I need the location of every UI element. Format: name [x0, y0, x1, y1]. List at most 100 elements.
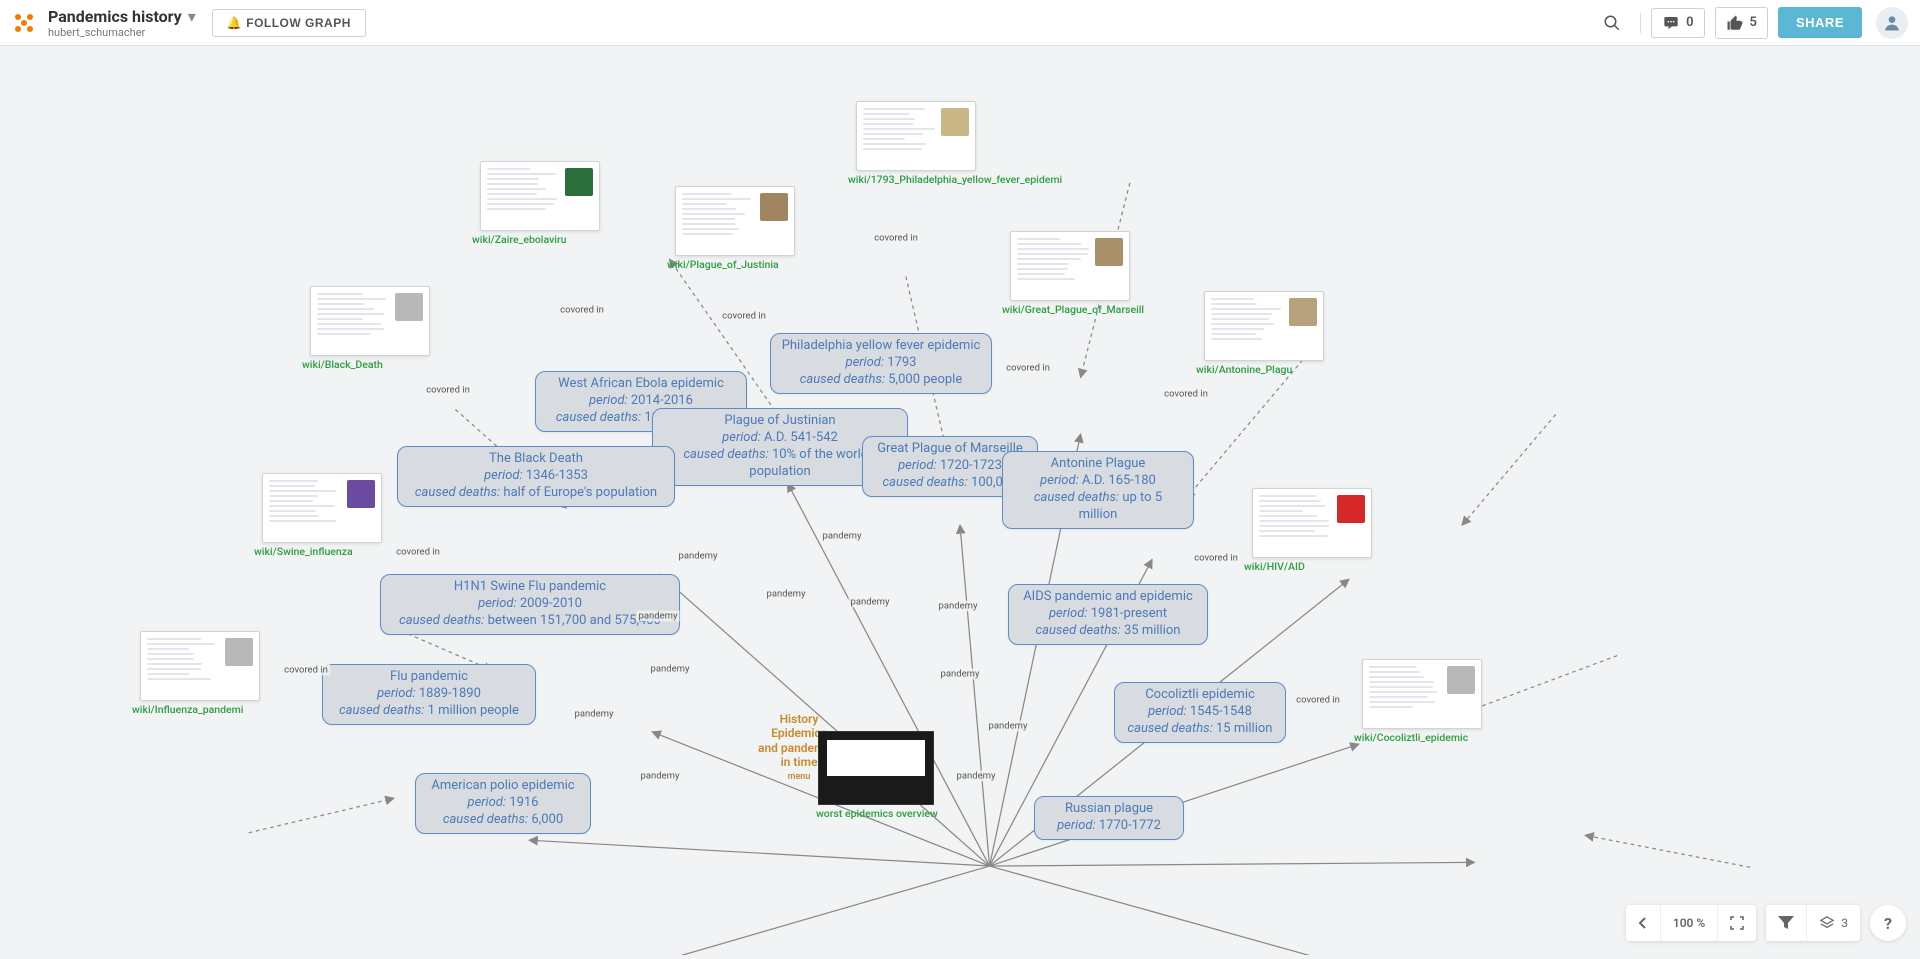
- wiki-thumb: [941, 108, 969, 136]
- top-actions: 0 5 SHARE: [1594, 5, 1908, 41]
- filter-button[interactable]: [1766, 905, 1807, 941]
- wiki-label[interactable]: wiki/Great_Plague_of_Marseill: [1002, 303, 1144, 316]
- node-title: American polio epidemic: [426, 778, 580, 795]
- info-node-flu1889[interactable]: Flu pandemicperiod: 1889-1890caused deat…: [322, 664, 536, 725]
- search-button[interactable]: [1594, 5, 1630, 41]
- wiki-thumb: [225, 638, 253, 666]
- comments-button[interactable]: 0: [1651, 8, 1704, 38]
- node-deaths: caused deaths: up to 5 million: [1013, 490, 1183, 524]
- author-name[interactable]: hubert_schumacher: [48, 26, 196, 39]
- comment-icon: [1662, 15, 1680, 31]
- layers-icon: [1819, 916, 1835, 930]
- node-title: Flu pandemic: [333, 669, 525, 686]
- filter-icon: [1778, 916, 1794, 930]
- wiki-thumb: [347, 480, 375, 508]
- follow-label: FOLLOW GRAPH: [246, 16, 351, 30]
- wiki-card[interactable]: [1010, 231, 1130, 301]
- node-title: Antonine Plague: [1013, 456, 1183, 473]
- node-period: period: A.D. 165-180: [1013, 473, 1183, 490]
- follow-graph-button[interactable]: 🔔 FOLLOW GRAPH: [212, 9, 366, 37]
- wiki-label[interactable]: wiki/1793_Philadelphia_yellow_fever_epid…: [848, 173, 1062, 186]
- title-block: Pandemics history ▾ hubert_schumacher: [48, 7, 196, 39]
- wiki-card[interactable]: [262, 473, 382, 543]
- app-logo-icon: [12, 11, 36, 35]
- wiki-label[interactable]: wiki/Influenza_pandemi: [132, 703, 243, 716]
- node-period: period: 1346-1353: [408, 468, 664, 485]
- info-node-cocoliztli[interactable]: Cocoliztli epidemicperiod: 1545-1548caus…: [1114, 682, 1286, 743]
- edge-label-pandemy: pandemy: [765, 589, 808, 600]
- edge-label-covered: covored in: [394, 547, 442, 558]
- node-title: Russian plague: [1045, 801, 1173, 818]
- edge-label-pandemy: pandemy: [573, 709, 616, 720]
- wiki-label[interactable]: wiki/HIV/AID: [1244, 560, 1305, 573]
- science-overview-card[interactable]: [818, 731, 934, 805]
- bell-icon: 🔔: [227, 16, 242, 30]
- edge-label-pandemy: pandemy: [821, 531, 864, 542]
- edge-label-covered: covored in: [1294, 695, 1342, 706]
- zoom-value[interactable]: 100 %: [1661, 905, 1718, 941]
- divider: [1640, 13, 1641, 33]
- wiki-label[interactable]: wiki/Plague_of_Justinia: [667, 258, 779, 271]
- wiki-thumb: [1095, 238, 1123, 266]
- wiki-card[interactable]: [1252, 488, 1372, 558]
- edge-label-covered: covored in: [558, 305, 606, 316]
- layers-button[interactable]: 3: [1807, 905, 1860, 941]
- node-period: period: 1770-1772: [1045, 818, 1173, 835]
- edge-label-pandemy: pandemy: [955, 771, 998, 782]
- fullscreen-button[interactable]: [1718, 905, 1756, 941]
- info-node-blackdeath[interactable]: The Black Deathperiod: 1346-1353caused d…: [397, 446, 675, 507]
- zoom-prev-button[interactable]: [1626, 905, 1661, 941]
- wiki-label[interactable]: wiki/Zaire_ebolaviru: [472, 233, 567, 246]
- wiki-card[interactable]: [1362, 659, 1482, 729]
- node-title: AIDS pandemic and epidemic: [1019, 589, 1197, 606]
- info-node-philly[interactable]: Philadelphia yellow fever epidemicperiod…: [770, 333, 992, 394]
- wiki-card[interactable]: [1204, 291, 1324, 361]
- info-node-russian[interactable]: Russian plagueperiod: 1770-1772: [1034, 796, 1184, 840]
- edge-label-covered: covored in: [872, 233, 920, 244]
- edge-label-covered: covored in: [1004, 363, 1052, 374]
- wiki-label[interactable]: wiki/Cocoliztli_epidemic: [1354, 731, 1468, 744]
- node-period: period: 2009-2010: [391, 596, 669, 613]
- wiki-label[interactable]: wiki/Antonine_Plagu: [1196, 363, 1292, 376]
- wiki-thumb: [1289, 298, 1317, 326]
- layers-count: 3: [1841, 916, 1848, 930]
- wiki-card[interactable]: [310, 286, 430, 356]
- node-period: period: 1981-present: [1019, 606, 1197, 623]
- graph-canvas[interactable]: History Epidemics and pandemics in time …: [0, 46, 1920, 955]
- node-title: The Black Death: [408, 451, 664, 468]
- science-card-inner: [827, 740, 925, 776]
- wiki-card[interactable]: [856, 101, 976, 171]
- science-overview-label: worst epidemics overview: [816, 807, 938, 820]
- wiki-card[interactable]: [140, 631, 260, 701]
- node-title: Plague of Justinian: [663, 413, 897, 430]
- node-period: period: 1545-1548: [1125, 704, 1275, 721]
- node-period: period: 1889-1890: [333, 686, 525, 703]
- node-deaths: caused deaths: 5,000 people: [781, 372, 981, 389]
- wiki-card[interactable]: [675, 186, 795, 256]
- info-node-aids[interactable]: AIDS pandemic and epidemicperiod: 1981-p…: [1008, 584, 1208, 645]
- info-node-polio[interactable]: American polio epidemicperiod: 1916cause…: [415, 773, 591, 834]
- info-node-h1n1[interactable]: H1N1 Swine Flu pandemicperiod: 2009-2010…: [380, 574, 680, 635]
- help-button[interactable]: ?: [1870, 905, 1906, 941]
- node-title: Philadelphia yellow fever epidemic: [781, 338, 981, 355]
- graph-title[interactable]: Pandemics history: [48, 7, 182, 26]
- edge-label-pandemy: pandemy: [637, 611, 680, 622]
- edge-label-covered: covored in: [720, 311, 768, 322]
- info-node-antonine[interactable]: Antonine Plagueperiod: A.D. 165-180cause…: [1002, 451, 1194, 529]
- comments-count: 0: [1686, 15, 1693, 30]
- wiki-label[interactable]: wiki/Swine_influenza: [254, 545, 353, 558]
- edge-label-pandemy: pandemy: [987, 721, 1030, 732]
- search-icon: [1603, 14, 1621, 32]
- title-dropdown-icon[interactable]: ▾: [188, 7, 196, 26]
- likes-button[interactable]: 5: [1715, 7, 1768, 39]
- wiki-card[interactable]: [480, 161, 600, 231]
- edge-label-covered: covored in: [424, 385, 472, 396]
- share-button[interactable]: SHARE: [1778, 7, 1862, 38]
- edge-label-covered: covored in: [282, 665, 330, 676]
- user-avatar[interactable]: [1876, 7, 1908, 39]
- wiki-label[interactable]: wiki/Black_Death: [302, 358, 383, 371]
- node-title: Cocoliztli epidemic: [1125, 687, 1275, 704]
- wiki-thumb: [1337, 495, 1365, 523]
- edge-label-pandemy: pandemy: [677, 551, 720, 562]
- wiki-thumb: [760, 193, 788, 221]
